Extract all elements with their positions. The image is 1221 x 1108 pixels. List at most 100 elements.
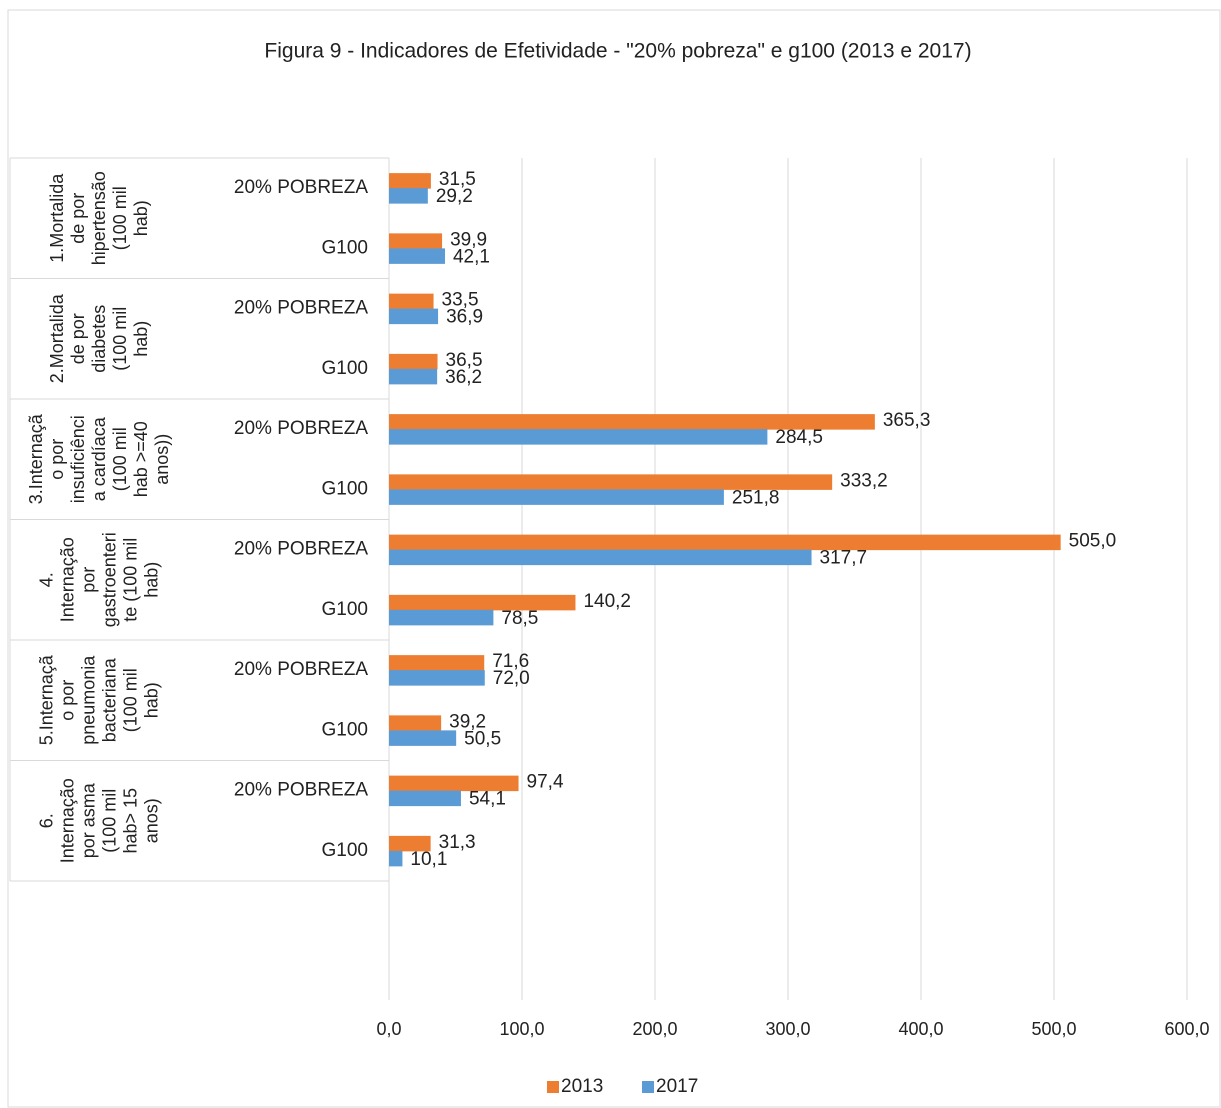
group-label: 4.Internaçãoporgastroenterite (100 milha… [36,532,161,627]
group-label-line: hab> 15 [120,788,140,854]
y-tick-label: G100 [322,237,368,258]
group-label: 2.Mortalidade pordiabetes(100 milhab) [47,293,151,383]
group-label-line: 2.Mortalida [47,293,67,383]
value-label: 31,5 [439,169,476,190]
value-label: 33,5 [442,290,479,311]
y-tick-label: G100 [322,358,368,379]
group-label-line: hipertensão [89,171,109,265]
group-label-line: 6. [36,813,56,828]
group-label-line: bacteriana [99,657,119,742]
x-tick-label: 600,0 [1164,1019,1209,1039]
group-label-line: te (100 mil [120,538,140,622]
value-label: 97,4 [527,772,564,793]
legend-label: 2013 [561,1076,603,1097]
group-label-line: a cardíaca [89,416,109,501]
group-label-line: hab) [131,200,151,236]
group-label: 6.Internaçãopor asma(100 milhab> 15anos) [36,778,161,863]
bar [389,353,438,370]
value-label: 39,9 [450,229,487,250]
group-label-line: por asma [78,782,98,858]
value-label: 36,2 [445,367,482,388]
value-label: 39,2 [449,711,486,732]
legend-swatch [547,1081,559,1093]
group-label-line: hab >=40 [131,421,151,497]
y-tick-label: 20% POBREZA [234,298,368,319]
legend-label: 2017 [656,1076,698,1097]
value-label: 36,5 [446,350,483,371]
bar [389,173,431,189]
group-label-line: 3.Internaçã [26,413,46,504]
bar [389,655,485,671]
value-label: 10,1 [410,849,447,870]
bar [389,775,519,792]
y-tick-label: G100 [322,840,368,861]
value-label: 54,1 [469,789,506,810]
group-label-line: gastroenteri [99,532,119,627]
bar [389,790,461,807]
x-tick-label: 300,0 [765,1019,810,1039]
y-tick-label: 20% POBREZA [234,659,368,680]
group-label-line: hab) [141,682,161,718]
group-label-line: diabetes [89,305,109,373]
value-label: 78,5 [501,608,538,629]
bar [389,188,428,204]
value-label: 31,3 [439,832,476,853]
value-label: 140,2 [583,591,631,612]
bar [389,670,485,686]
group-label-line: anos)) [152,434,172,485]
bar [389,715,442,731]
group-label: 3.Internação porinsuficiência cardíaca(1… [26,413,172,504]
bar [389,414,875,430]
value-label: 42,1 [453,246,490,267]
bar [389,594,576,611]
bar [389,308,439,325]
bar [389,429,768,445]
x-tick-label: 200,0 [632,1019,677,1039]
bar [389,835,431,852]
group-label-line: (100 mil [110,427,130,491]
y-tick-label: G100 [322,599,368,620]
y-tick-label: 20% POBREZA [234,539,368,560]
value-label: 36,9 [446,307,483,328]
group-label-line: anos) [141,798,161,843]
group-label-line: o por [57,680,77,721]
y-tick-label: G100 [322,478,368,499]
value-label: 72,0 [493,668,530,689]
legend-swatch [642,1081,654,1093]
y-tick-label: 20% POBREZA [234,780,368,801]
x-tick-label: 100,0 [499,1019,544,1039]
bar [389,534,1061,551]
group-label-line: hab) [131,321,151,357]
y-tick-label: G100 [322,719,368,740]
value-label: 333,2 [840,470,888,491]
group-label-line: pneumonia [78,655,98,745]
group-label-line: de por [68,193,88,244]
group-label-line: o por [47,439,67,480]
group-label-line: Internação [57,778,77,863]
group-label-line: insuficiênci [68,415,88,503]
value-label: 50,5 [464,728,501,749]
bar [389,850,403,867]
x-tick-label: 400,0 [898,1019,943,1039]
frame [7,9,1221,1108]
bar [389,609,494,626]
bar [389,293,434,310]
group-label-line: Internação [57,537,77,622]
x-tick-label: 0,0 [376,1019,401,1039]
group-label-line: (100 mil [110,186,130,250]
bar [389,474,833,490]
value-label: 284,5 [775,427,823,448]
group-label-line: 4. [36,572,56,587]
value-label: 317,7 [820,548,868,569]
value-label: 29,2 [436,186,473,207]
bar [389,233,443,249]
group-label-line: de por [68,313,88,364]
group-label: 5.Internação porpneumoniabacteriana(100 … [36,654,161,745]
value-label: 365,3 [883,410,931,431]
group-label-line: por [78,567,98,593]
y-tick-label: 20% POBREZA [234,418,368,439]
value-label: 71,6 [492,651,529,672]
bar [389,368,438,385]
y-tick-label: 20% POBREZA [234,177,368,198]
